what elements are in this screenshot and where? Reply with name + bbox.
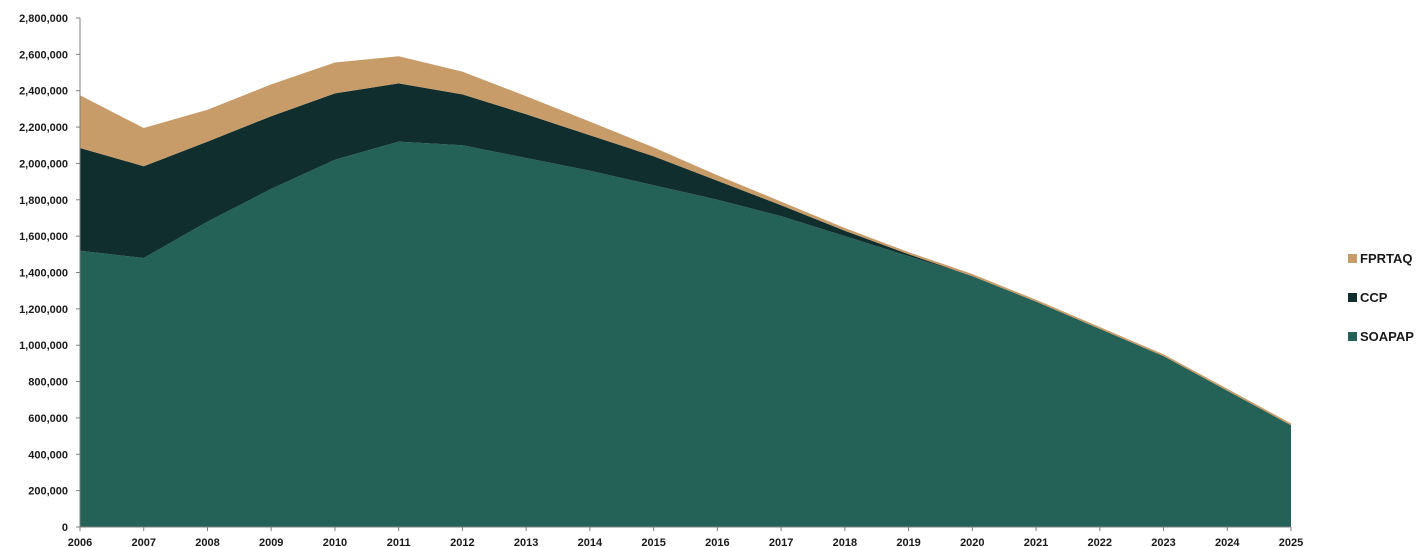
legend-label-soapap: SOAPAP — [1360, 328, 1414, 344]
x-tick-label: 2025 — [1279, 537, 1303, 547]
legend-swatch-ccp — [1348, 292, 1357, 302]
x-tick-label: 2011 — [387, 537, 411, 547]
area-soapap — [80, 141, 1291, 527]
legend-item-ccp: CCP — [1348, 287, 1414, 307]
x-tick-label: 2015 — [641, 537, 665, 547]
y-tick-label: 200,000 — [28, 486, 68, 498]
y-tick-label: 0 — [62, 522, 68, 534]
x-tick-label: 2013 — [514, 537, 538, 547]
legend-item-soapap: SOAPAP — [1348, 326, 1414, 346]
y-tick-label: 2,200,000 — [19, 122, 68, 134]
x-tick-label: 2010 — [323, 537, 347, 547]
x-tick-label: 2006 — [68, 537, 92, 547]
y-tick-label: 2,000,000 — [19, 158, 68, 170]
y-tick-label: 2,600,000 — [19, 49, 68, 61]
legend-label-ccp: CCP — [1360, 289, 1388, 305]
y-tick-label: 600,000 — [28, 413, 68, 425]
x-tick-label: 2020 — [960, 537, 984, 547]
x-tick-label: 2012 — [450, 537, 474, 547]
legend-label-fprtaq: FPRTAQ — [1360, 250, 1413, 266]
x-tick-label: 2018 — [833, 537, 857, 547]
x-tick-label: 2021 — [1024, 537, 1048, 547]
x-tick-label: 2008 — [195, 537, 219, 547]
x-tick-label: 2009 — [259, 537, 283, 547]
legend-item-fprtaq: FPRTAQ — [1348, 248, 1414, 268]
legend: FPRTAQ CCP SOAPAP — [1348, 248, 1414, 365]
y-tick-label: 800,000 — [28, 377, 68, 389]
y-tick-label: 400,000 — [28, 449, 68, 461]
x-tick-label: 2014 — [578, 537, 603, 547]
x-tick-label: 2017 — [769, 537, 793, 547]
x-tick-label: 2022 — [1088, 537, 1112, 547]
x-tick-label: 2007 — [131, 537, 155, 547]
y-tick-label: 2,800,000 — [19, 13, 68, 25]
y-tick-label: 1,200,000 — [19, 304, 68, 316]
y-tick-label: 1,400,000 — [19, 268, 68, 280]
x-tick-label: 2024 — [1215, 537, 1240, 547]
x-tick-label: 2019 — [896, 537, 920, 547]
y-tick-label: 1,000,000 — [19, 340, 68, 352]
y-tick-label: 1,600,000 — [19, 231, 68, 243]
legend-swatch-fprtaq — [1348, 253, 1357, 263]
x-tick-label: 2023 — [1151, 537, 1175, 547]
x-tick-label: 2016 — [705, 537, 729, 547]
legend-swatch-soapap — [1348, 331, 1357, 341]
y-tick-label: 2,400,000 — [19, 86, 68, 98]
y-tick-label: 1,800,000 — [19, 195, 68, 207]
